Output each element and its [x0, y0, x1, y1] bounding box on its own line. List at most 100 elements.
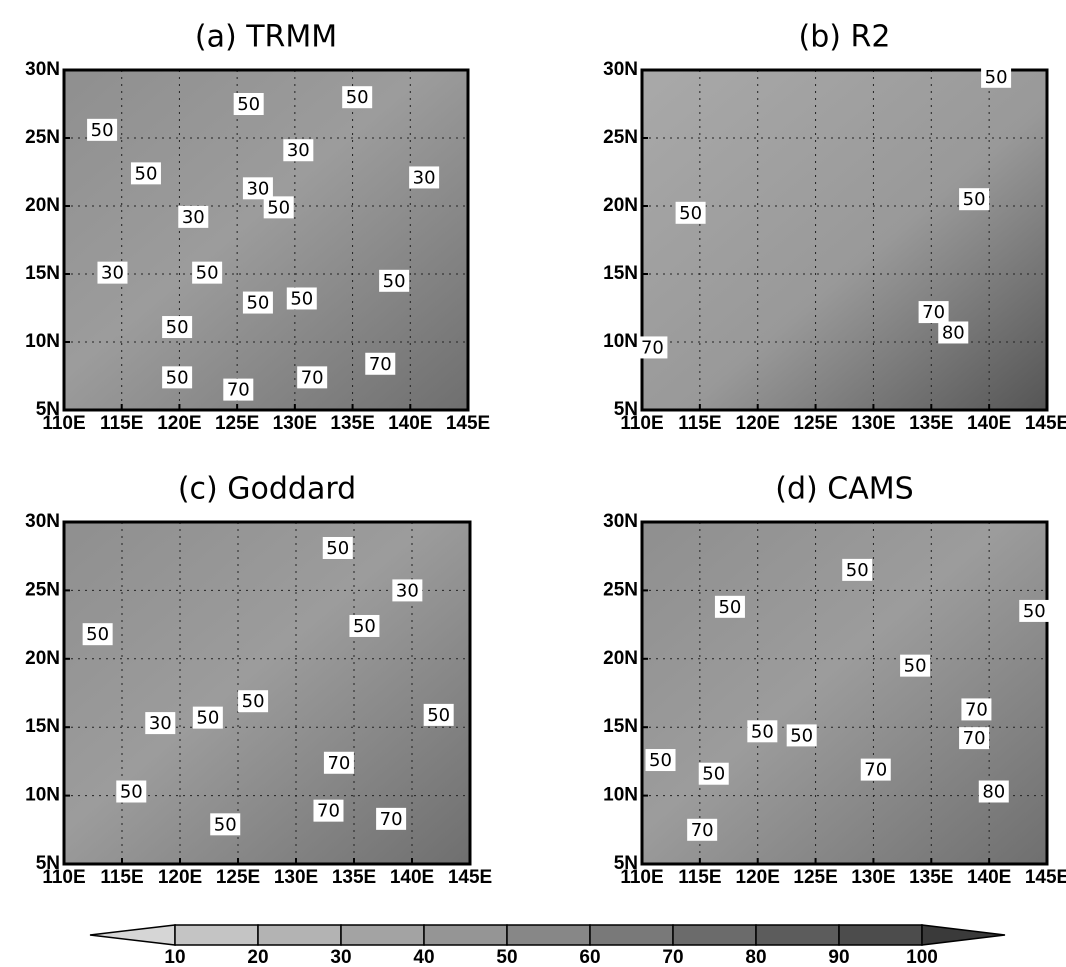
contour-label-box — [242, 291, 273, 314]
y-tick-label: 10N — [603, 331, 638, 352]
contour-label-box — [82, 623, 113, 646]
contour-label-box — [283, 139, 314, 162]
contour-label: 50 — [214, 814, 237, 835]
contour-label-box — [675, 201, 706, 224]
panel-title: (d) CAMS — [775, 472, 913, 507]
contour-label: 70 — [963, 728, 986, 749]
x-tick-label: 145E — [1025, 867, 1066, 888]
contour-label-box — [786, 724, 817, 747]
x-tick-label: 120E — [157, 413, 201, 434]
colorbar-segment — [838, 924, 923, 946]
panel-frame — [62, 520, 472, 866]
colorbar-segment — [340, 924, 425, 946]
contour-label: 50 — [267, 197, 290, 218]
contour-label-box — [637, 336, 668, 359]
contour-label: 50 — [649, 750, 672, 771]
y-tick-label: 15N — [25, 716, 60, 737]
contour-label: 50 — [904, 656, 927, 677]
contour-label: 50 — [963, 189, 986, 210]
contour-label: 50 — [1023, 601, 1046, 622]
contour-label-box — [162, 316, 193, 339]
contour-label: 70 — [691, 820, 714, 841]
contour-label: 50 — [346, 87, 369, 108]
x-tick-label: 120E — [158, 867, 202, 888]
colorbar-label: 60 — [579, 947, 600, 967]
contour-label-box — [263, 196, 294, 219]
colorbar-label: 90 — [828, 947, 849, 967]
panel-frame — [62, 68, 470, 412]
y-tick-label: 15N — [25, 263, 60, 284]
colorbar-label: 10 — [164, 947, 185, 967]
colorbar-label: 70 — [662, 947, 683, 967]
contour-label-box — [223, 378, 254, 401]
contour-label: 50 — [246, 293, 269, 314]
contour-label: 70 — [369, 354, 392, 375]
contour-label-box — [961, 698, 992, 721]
colorbar-label: 40 — [413, 947, 434, 967]
contour-label: 70 — [380, 809, 403, 830]
contour-label: 80 — [942, 322, 965, 343]
contour-label-box — [145, 712, 176, 735]
contour-label: 70 — [301, 367, 324, 388]
contour-label: 50 — [427, 705, 450, 726]
contour-label-box — [900, 654, 931, 677]
x-tick-label: 110E — [620, 867, 663, 888]
contour-label-box — [192, 706, 223, 729]
panel-title: (a) TRMM — [195, 20, 337, 55]
x-tick-label: 125E — [793, 413, 837, 434]
y-tick-label: 25N — [25, 579, 60, 600]
contour-label: 70 — [641, 337, 664, 358]
contour-label: 30 — [413, 167, 436, 188]
contour-label: 50 — [166, 317, 189, 338]
contour-label: 30 — [287, 140, 310, 161]
y-tick-label: 10N — [25, 331, 60, 352]
contour-label: 50 — [326, 538, 349, 559]
x-tick-label: 145E — [446, 413, 490, 434]
contour-label: 50 — [196, 263, 219, 284]
contour-label: 30 — [149, 713, 172, 734]
contour-label-box — [116, 780, 147, 803]
contour-label-box — [238, 690, 269, 713]
colorbar-segment — [672, 924, 757, 946]
contour-label-box — [409, 166, 440, 189]
contour-label-box — [297, 366, 328, 389]
contour-label-box — [192, 261, 223, 284]
contour-label-box — [242, 177, 273, 200]
contour-label: 50 — [91, 120, 114, 141]
contour-label: 30 — [101, 263, 124, 284]
contour-label-box — [981, 65, 1012, 88]
y-tick-label: 30N — [25, 511, 60, 532]
x-tick-label: 140E — [967, 867, 1011, 888]
panel-frame — [640, 68, 1049, 412]
colorbar-segment — [506, 924, 591, 946]
x-tick-label: 140E — [967, 413, 1011, 434]
contour-label-box — [645, 749, 676, 772]
contour-label-box — [747, 720, 778, 743]
contour-label: 70 — [922, 302, 945, 323]
contour-label-box — [349, 614, 380, 637]
contour-label-box — [178, 205, 209, 228]
y-tick-label: 20N — [603, 648, 638, 669]
y-tick-label: 20N — [25, 648, 60, 669]
y-tick-label: 20N — [603, 195, 638, 216]
contour-label-box — [698, 762, 729, 785]
colorbar-extension — [89, 924, 176, 946]
contour-label: 50 — [985, 67, 1008, 88]
colorbar-label: 100 — [906, 947, 938, 967]
contour-label-box — [959, 188, 990, 211]
contour-label-box — [162, 366, 193, 389]
contour-label: 50 — [290, 288, 313, 309]
y-tick-label: 5N — [614, 399, 638, 420]
x-tick-label: 135E — [332, 867, 376, 888]
y-tick-label: 5N — [36, 399, 60, 420]
y-tick-label: 5N — [36, 853, 60, 874]
contour-label-box — [392, 579, 423, 602]
colorbar-segment — [423, 924, 508, 946]
x-tick-label: 140E — [388, 413, 432, 434]
contour-label: 50 — [237, 94, 260, 115]
y-tick-label: 15N — [603, 716, 638, 737]
contour-label: 70 — [965, 699, 988, 720]
contour-label-box — [959, 727, 990, 750]
contour-label: 30 — [246, 178, 269, 199]
